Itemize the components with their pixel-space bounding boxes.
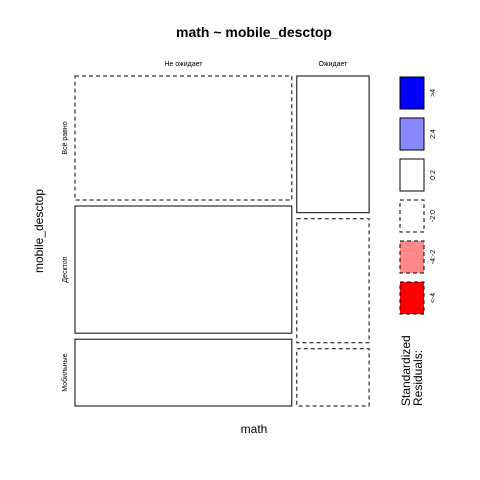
chart-title: math ~ mobile_desctop: [176, 24, 332, 40]
legend-swatch-1: [399, 117, 425, 151]
legend-label-5: <-4: [430, 293, 437, 303]
legend-swatch-4: [399, 240, 425, 274]
mosaic-cells: [74, 75, 370, 407]
row-label-десктоп: Десктоп: [62, 256, 69, 282]
legend: >4 2:4 0:2 -2:0 -4:-2 <-4 StandardizedResidual…: [399, 76, 437, 406]
legend-label-4: -4:-2: [430, 250, 437, 265]
legend-label-2: 0:2: [430, 170, 437, 180]
column-label-ожидает: Ожидает: [318, 61, 348, 68]
legend-swatch-2: [399, 158, 425, 192]
legend-title-line-0: Standardized: [399, 335, 413, 406]
column-labels: Не ожидает Ожидает: [164, 61, 348, 68]
legend-title-line-1: Residuals:: [411, 350, 425, 406]
y-axis-label: mobile_desctop: [32, 189, 46, 273]
legend-swatch-0: [399, 76, 425, 110]
legend-label-0: >4: [430, 89, 437, 97]
legend-swatch-3: [399, 199, 425, 233]
cell-ожидает-всё-равно: [296, 75, 370, 214]
cell-не-ожидает-десктоп: [74, 205, 293, 334]
legend-swatch-5: [399, 281, 425, 315]
cell-не-ожидает-мобильные: [74, 338, 293, 407]
cell-ожидает-десктоп: [296, 218, 370, 344]
legend-label-3: -2:0: [430, 210, 437, 222]
x-axis-label: math: [241, 422, 268, 436]
legend-label-1: 2:4: [430, 129, 437, 139]
cell-не-ожидает-всё-равно: [74, 75, 293, 201]
row-labels: Всё равно Десктоп Мобильные: [61, 121, 69, 391]
row-label-мобильные: Мобильные: [61, 353, 69, 391]
cell-ожидает-мобильные: [296, 348, 370, 407]
column-label-не-ожидает: Не ожидает: [164, 61, 203, 68]
row-label-всё-равно: Всё равно: [62, 121, 69, 154]
